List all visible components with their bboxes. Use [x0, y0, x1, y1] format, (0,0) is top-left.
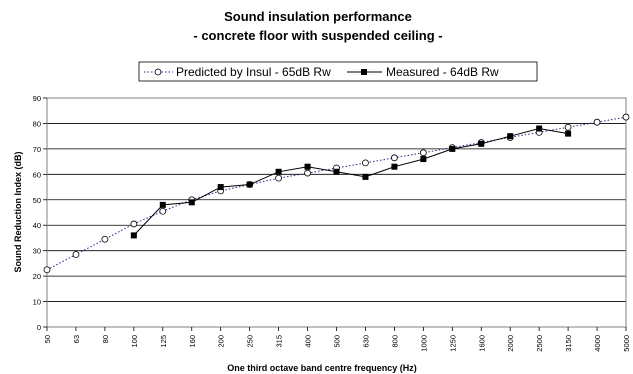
measured-data-point — [362, 173, 369, 180]
x-tick-label: 1250 — [448, 335, 457, 352]
predicted-data-point — [622, 113, 630, 121]
measured-data-point — [391, 163, 398, 170]
x-tick-label: 400 — [304, 335, 313, 348]
predicted-series-line — [46, 116, 627, 271]
y-tick-label: 30 — [33, 247, 41, 256]
x-axis-label: One third octave band centre frequency (… — [227, 363, 417, 373]
predicted-data-point — [304, 169, 311, 177]
series-layer — [43, 113, 630, 274]
measured-data-point — [130, 232, 137, 239]
predicted-data-point — [419, 149, 427, 157]
legend: Predicted by Insul - 65dB Rw Measured - … — [138, 61, 538, 82]
y-tick-label: 10 — [33, 298, 41, 307]
x-tick-label: 500 — [333, 335, 342, 348]
x-tick-label: 630 — [361, 335, 370, 348]
measured-data-point — [478, 140, 485, 147]
predicted-data-point — [390, 154, 398, 162]
x-tick-label: 200 — [217, 335, 226, 348]
y-tick-label: 0 — [37, 323, 41, 332]
gridlines — [47, 123, 626, 302]
chart-title: Sound insulation performance — [224, 9, 412, 24]
measured-data-point — [275, 168, 282, 175]
x-tick-label: 80 — [101, 335, 110, 343]
predicted-data-point — [43, 266, 51, 274]
measured-data-point — [507, 133, 514, 140]
predicted-data-point — [130, 220, 138, 228]
measured-data-point — [246, 181, 253, 188]
y-tick-label: 90 — [33, 94, 41, 103]
measured-data-point — [217, 184, 224, 191]
y-tick-label: 50 — [33, 196, 41, 205]
y-tick-label: 70 — [33, 145, 41, 154]
measured-data-point — [565, 130, 572, 137]
measured-data-point — [449, 145, 456, 152]
predicted-data-point — [593, 118, 601, 126]
measured-data-point — [536, 125, 543, 132]
y-tick-label: 80 — [33, 119, 41, 128]
predicted-data-point — [564, 123, 572, 131]
predicted-data-point — [72, 251, 80, 258]
x-tick-label: 1000 — [419, 335, 428, 352]
x-tick-label: 160 — [188, 335, 197, 348]
x-tick-label: 2000 — [506, 335, 515, 352]
predicted-data-point — [159, 207, 167, 215]
legend-box — [138, 61, 538, 82]
x-tick-label: 100 — [130, 335, 139, 348]
x-tick-label: 4000 — [593, 335, 602, 352]
y-axis-label: Sound Reduction Index (dB) — [13, 152, 23, 273]
y-tick-label: 40 — [33, 221, 41, 230]
x-tick-label: 5000 — [622, 335, 631, 352]
x-tick-label: 1600 — [477, 335, 486, 352]
measured-series-line — [133, 127, 569, 236]
legend-marker-predicted — [154, 68, 162, 76]
x-tick-label: 125 — [159, 335, 168, 348]
x-tick-label: 800 — [390, 335, 399, 348]
predicted-data-point — [362, 159, 369, 167]
measured-data-point — [188, 199, 195, 206]
predicted-data-point — [275, 174, 283, 182]
x-tick-label: 63 — [72, 335, 81, 343]
measured-data-point — [420, 156, 427, 163]
legend-marker-measured — [361, 69, 367, 75]
y-tick-label: 60 — [33, 170, 41, 179]
measured-data-point — [333, 168, 340, 175]
predicted-data-point — [101, 235, 109, 243]
x-tick-label: 315 — [275, 335, 284, 348]
chart-subtitle: - concrete floor with suspended ceiling … — [193, 28, 442, 43]
y-tick-label: 20 — [33, 272, 41, 281]
legend-label-predicted: Predicted by Insul - 65dB Rw — [176, 65, 331, 79]
x-tick-label: 2500 — [535, 335, 544, 352]
x-axis: 50 63 80 100 125 160 200 250 315 400 500 630 800 1000… — [43, 327, 631, 352]
y-axis: 0 10 20 30 40 50 60 70 80 90 — [33, 94, 47, 332]
x-tick-label: 250 — [246, 335, 255, 348]
legend-label-measured: Measured - 64dB Rw — [386, 65, 499, 79]
measured-data-point — [159, 201, 166, 208]
x-tick-label: 50 — [43, 335, 52, 343]
measured-data-point — [304, 163, 311, 170]
x-tick-label: 3150 — [564, 335, 573, 352]
